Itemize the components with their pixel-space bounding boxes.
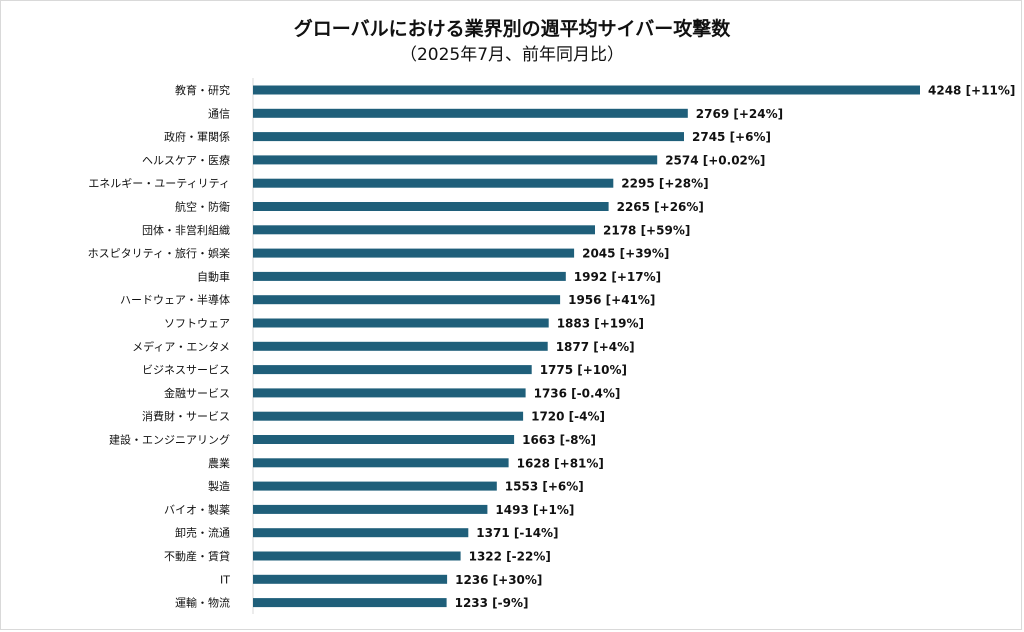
data-label: 1322 [-22%]	[469, 550, 551, 564]
data-label: 1992 [+17%]	[574, 270, 661, 284]
category-label: 通信	[208, 107, 230, 120]
bar	[253, 528, 469, 538]
bar	[253, 458, 509, 468]
bar	[253, 202, 609, 211]
bar	[253, 411, 524, 421]
bar	[253, 365, 532, 375]
bar	[253, 271, 566, 281]
bar	[253, 85, 920, 95]
data-label: 2745 [+6%]	[692, 130, 771, 144]
bar	[253, 248, 575, 258]
chart-title: グローバルにおける業界別の週平均サイバー攻撃数	[293, 18, 731, 40]
category-label: 団体・非営利組織	[142, 223, 230, 237]
data-label: 2045 [+39%]	[582, 247, 669, 261]
data-label: 1371 [-14%]	[476, 526, 558, 540]
data-label: 1663 [-8%]	[522, 433, 596, 447]
bar	[253, 155, 658, 165]
data-label: 1553 [+6%]	[505, 480, 584, 494]
category-label: 消費財・サービス	[142, 409, 230, 423]
category-label: ハードウェア・半導体	[120, 293, 230, 307]
bar	[253, 318, 549, 328]
category-label: ソフトウェア	[164, 317, 230, 330]
data-label: 1877 [+4%]	[556, 340, 635, 354]
category-label: IT	[220, 573, 230, 586]
category-label: 金融サービス	[164, 386, 230, 400]
category-label: 運輸・物流	[175, 596, 230, 610]
category-label: 航空・防衛	[175, 200, 230, 214]
bar	[253, 551, 461, 561]
data-label: 2769 [+24%]	[696, 107, 783, 121]
data-label: 2178 [+59%]	[603, 223, 690, 237]
data-label: 1233 [-9%]	[455, 596, 529, 610]
category-label: 卸売・流通	[175, 526, 230, 540]
data-label: 1956 [+41%]	[568, 293, 655, 307]
category-label: 自動車	[197, 269, 230, 283]
category-label: ホスピタリティ・旅行・娯楽	[88, 246, 230, 260]
data-label: 2574 [+0.02%]	[665, 153, 765, 167]
bar	[253, 574, 448, 584]
category-label: ビジネスサービス	[142, 364, 230, 377]
data-label: 1775 [+10%]	[540, 363, 627, 377]
category-label: 建設・エンジニアリング	[109, 433, 230, 447]
bar	[253, 225, 595, 235]
category-label: メディア・エンタメ	[132, 339, 230, 353]
bar	[253, 132, 684, 142]
data-label: 1236 [+30%]	[455, 573, 542, 587]
category-label: バイオ・製薬	[164, 502, 230, 516]
bar	[253, 435, 515, 444]
bar	[253, 108, 688, 118]
category-label: 教育・研究	[175, 83, 230, 97]
category-label: ヘルスケア・医療	[142, 153, 230, 167]
bar	[253, 504, 488, 514]
bar	[253, 341, 548, 351]
bar	[253, 388, 526, 398]
bar	[253, 598, 447, 608]
data-label: 1736 [-0.4%]	[534, 386, 621, 400]
data-label: 1883 [+19%]	[557, 317, 644, 331]
data-label: 2295 [+28%]	[621, 177, 708, 191]
data-label: 2265 [+26%]	[617, 200, 704, 214]
category-label: 政府・軍関係	[164, 130, 230, 144]
category-label: 製造	[208, 479, 230, 493]
bar	[253, 481, 497, 491]
bar	[253, 295, 561, 305]
chart-subtitle: （2025年7月、前年同月比）	[399, 45, 625, 65]
category-label: 農業	[208, 456, 230, 470]
data-label: 1720 [-4%]	[531, 410, 605, 424]
data-label: 4248 [+11%]	[928, 84, 1015, 98]
data-label: 1628 [+81%]	[517, 456, 604, 470]
category-label: エネルギー・ユーティリティ	[88, 177, 230, 190]
category-label: 不動産・賃貸	[164, 549, 230, 563]
data-label: 1493 [+1%]	[495, 503, 574, 517]
bar	[253, 178, 614, 188]
